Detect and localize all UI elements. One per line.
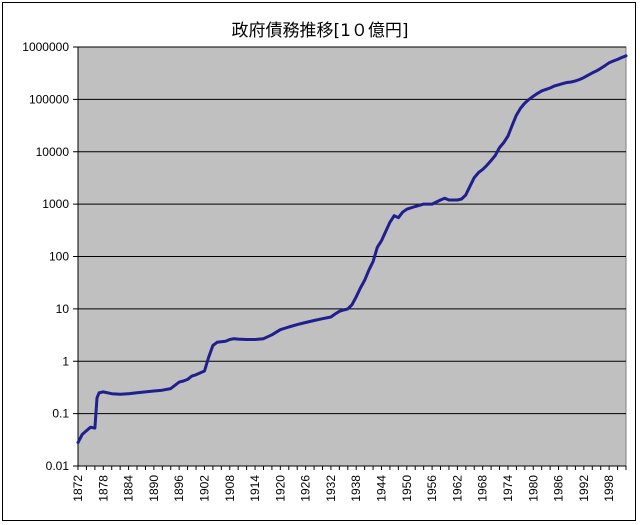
series-line bbox=[76, 54, 628, 445]
x-tick-label: 1902 bbox=[197, 475, 211, 502]
x-tick-label: 1890 bbox=[147, 475, 161, 502]
x-tick-label: 1986 bbox=[552, 475, 566, 502]
x-tick-label: 1926 bbox=[299, 475, 313, 502]
y-tick-label: 1 bbox=[62, 354, 69, 368]
x-tick-label: 1938 bbox=[349, 475, 363, 502]
x-tick-label: 1944 bbox=[375, 475, 389, 502]
x-tick-label: 1896 bbox=[172, 475, 186, 502]
y-tick-label: 10000 bbox=[36, 145, 70, 159]
y-tick-label: 1000000 bbox=[22, 40, 69, 54]
x-tick-label: 1956 bbox=[425, 475, 439, 502]
x-tick-label: 1878 bbox=[96, 475, 110, 502]
y-tick-label: 100000 bbox=[29, 92, 69, 106]
x-tick-label: 1974 bbox=[501, 475, 515, 502]
x-tick-label: 1998 bbox=[602, 475, 616, 502]
x-tick-label: 1950 bbox=[400, 475, 414, 502]
y-tick-label: 10 bbox=[56, 302, 70, 316]
chart-title: 政府債務推移[1０億円] bbox=[231, 21, 409, 41]
y-tick-label: 1000 bbox=[42, 197, 69, 211]
y-tick-label: 0.1 bbox=[52, 407, 69, 421]
y-tick-label: 100 bbox=[49, 250, 69, 264]
x-tick-label: 1992 bbox=[577, 475, 591, 502]
x-tick-label: 1980 bbox=[526, 475, 540, 502]
x-tick-label: 1872 bbox=[71, 475, 85, 502]
x-tick-label: 1920 bbox=[273, 475, 287, 502]
x-tick-label: 1914 bbox=[248, 475, 262, 502]
x-tick-label: 1908 bbox=[223, 475, 237, 502]
x-tick-label: 1932 bbox=[324, 475, 338, 502]
x-tick-label: 1968 bbox=[476, 475, 490, 502]
y-tick-label: 0.01 bbox=[46, 459, 70, 473]
x-tick-label: 1962 bbox=[450, 475, 464, 502]
x-tick-label: 1884 bbox=[122, 475, 136, 502]
